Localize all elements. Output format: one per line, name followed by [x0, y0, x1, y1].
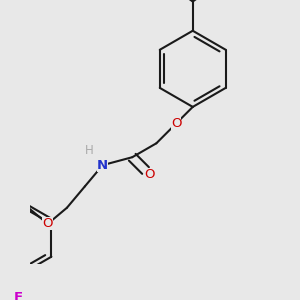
Text: O: O: [171, 117, 181, 130]
Text: O: O: [145, 168, 155, 182]
Text: F: F: [14, 291, 23, 300]
Text: H: H: [85, 144, 94, 157]
Text: N: N: [97, 159, 108, 172]
Text: O: O: [43, 218, 53, 230]
